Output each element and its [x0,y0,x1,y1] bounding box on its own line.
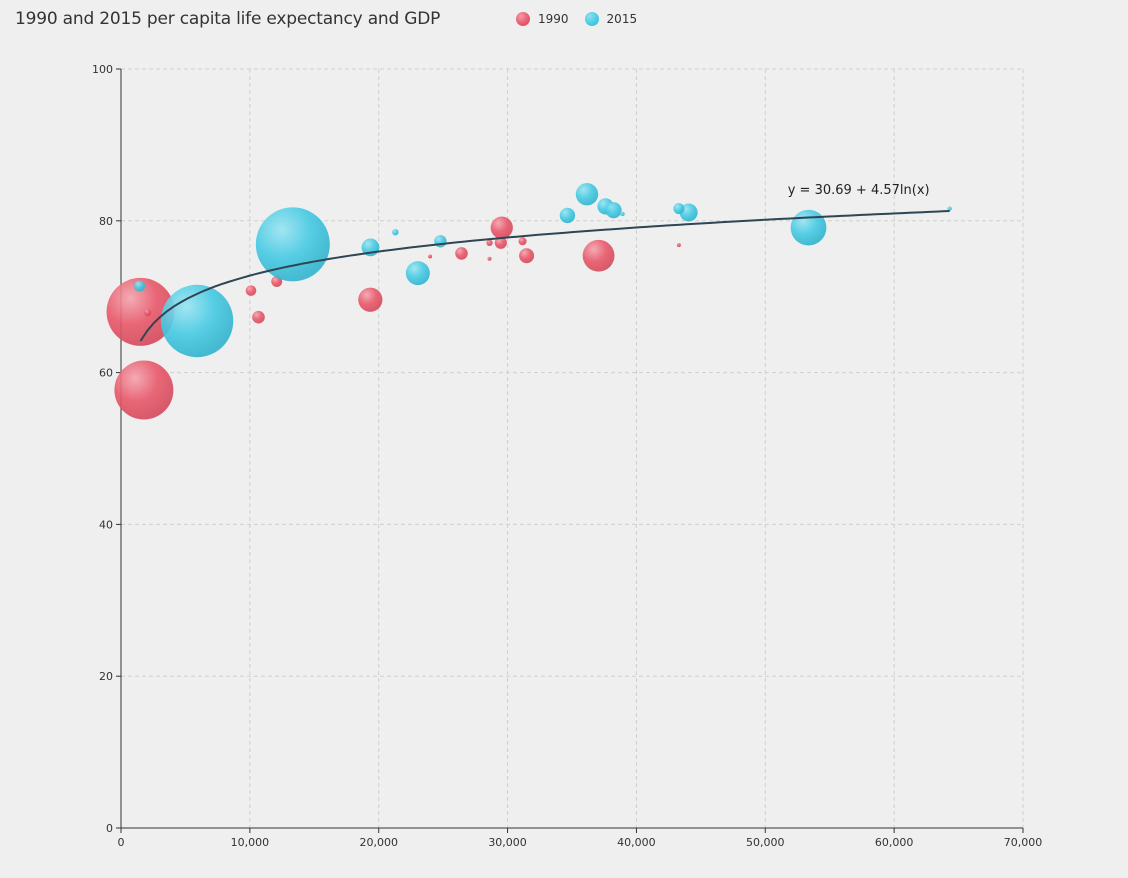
x-tick-label: 10,000 [231,836,270,849]
bubble-1990 [252,310,265,324]
bubble-1990 [582,239,615,272]
bubble-1990 [114,360,174,420]
bubble-1990 [490,216,513,239]
bubble-1990 [144,309,152,317]
x-tick-label: 40,000 [617,836,656,849]
trendline-equation: y = 30.69 + 4.57ln(x) [788,183,930,198]
bubble-2015 [434,235,447,248]
legend-item-2015[interactable]: 2015 [584,12,638,26]
y-tick-label: 80 [99,215,113,228]
bubble-2015 [134,280,146,292]
bubble-1990 [676,243,681,248]
bubble-2015 [160,284,234,358]
y-tick-label: 100 [92,63,113,76]
bubble-1990 [486,239,493,247]
x-tick-label: 0 [118,836,125,849]
bubble-2015 [790,209,827,246]
x-tick-label: 30,000 [488,836,527,849]
bubble-1990 [487,256,492,261]
chart-title: 1990 and 2015 per capita life expectancy… [15,9,441,29]
x-tick-label: 50,000 [746,836,785,849]
y-tick-label: 20 [99,670,113,683]
bubble-1990 [245,285,257,296]
x-tick-label: 20,000 [359,836,398,849]
bubble-2015 [673,203,685,215]
bubble-2015 [947,206,952,211]
y-tick-label: 0 [106,822,113,835]
bubble-2015 [405,261,430,286]
grid [121,68,1024,828]
bubble-1990 [518,237,527,246]
y-tick-label: 60 [99,367,113,380]
legend: 1990 2015 [516,12,653,26]
legend-swatch-2015 [584,12,599,26]
y-tick-label: 40 [99,518,113,531]
legend-swatch-1990 [516,12,530,26]
bubble-2015 [559,207,576,224]
bubble-2015 [620,211,625,217]
trendline [139,210,950,342]
bubble-2015 [605,202,622,219]
bubble-2015 [255,207,330,282]
trendline-group: y = 30.69 + 4.57ln(x) [139,183,950,342]
bubble-1990 [358,287,383,312]
axes: 0 20 40 60 80 100 0 10,000 20,000 30,000 40,000 50,… [92,63,1042,849]
bubbles [106,183,952,420]
bubble-2015 [392,228,399,236]
bubble-1990 [494,236,507,249]
legend-label-1990: 1990 [538,12,569,26]
x-tick-label: 60,000 [875,836,914,849]
bubble-1990 [428,254,433,259]
bubble-1990 [455,247,468,260]
bubble-2015 [575,183,599,206]
x-tick-label: 70,000 [1004,836,1043,849]
bubble-1990 [519,248,535,264]
legend-label-2015: 2015 [606,12,638,26]
legend-item-1990[interactable]: 1990 [516,12,569,26]
bubble-1990 [106,277,175,346]
